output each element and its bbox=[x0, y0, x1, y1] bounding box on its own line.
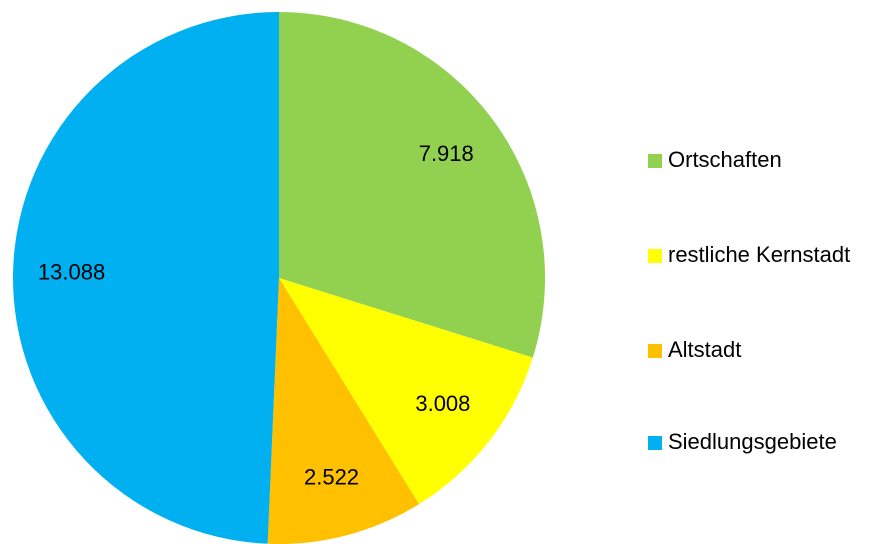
legend-label: Altstadt bbox=[668, 337, 741, 362]
legend-swatch bbox=[648, 154, 662, 168]
legend-swatch bbox=[648, 344, 662, 358]
pie-slice bbox=[267, 278, 420, 544]
legend-label: Siedlungsgebiete bbox=[668, 429, 837, 454]
data-label: 7.918 bbox=[419, 141, 474, 166]
data-label: 13.088 bbox=[38, 259, 105, 284]
legend-swatch bbox=[648, 249, 662, 263]
data-label: 2.522 bbox=[304, 465, 359, 490]
legend-swatch bbox=[648, 436, 662, 450]
pie-slice bbox=[279, 278, 533, 505]
pie-slice bbox=[12, 12, 280, 544]
pie-slice bbox=[279, 12, 545, 358]
legend-label: restliche Kernstadt bbox=[668, 242, 850, 267]
legend-label: Ortschaften bbox=[668, 147, 782, 172]
data-label: 3.008 bbox=[415, 391, 470, 416]
